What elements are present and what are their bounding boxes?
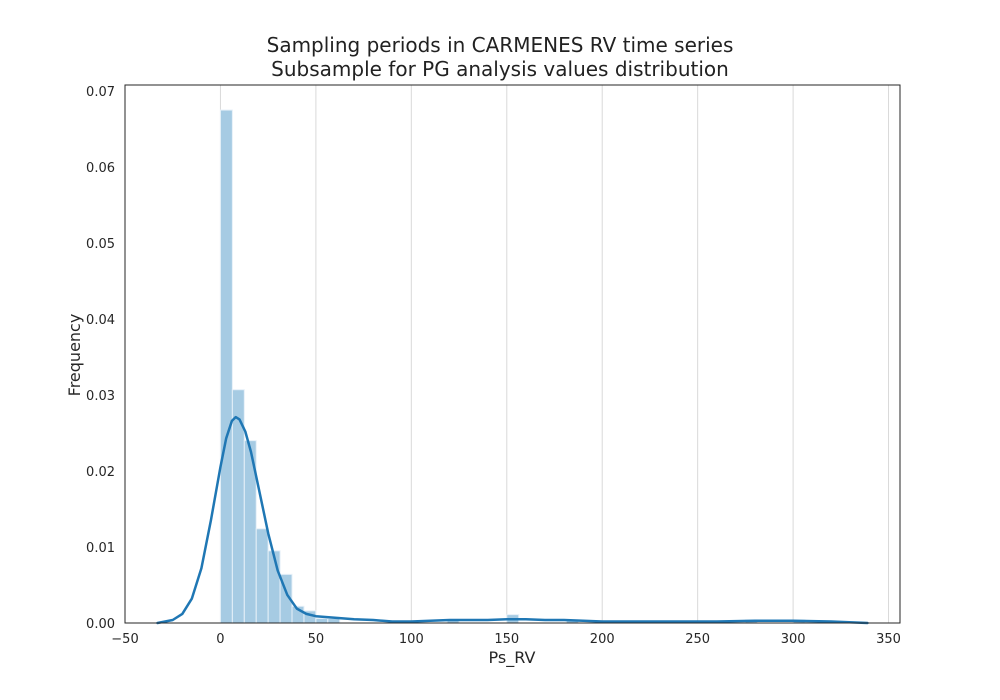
plot-frame — [124, 84, 901, 624]
y-tick-label: 0.02 — [86, 465, 115, 480]
x-tick-label: 0 — [216, 632, 224, 647]
histogram-bars — [219, 109, 806, 624]
histogram-bar — [255, 528, 269, 624]
chart-subtitle: Subsample for PG analysis values distrib… — [271, 57, 729, 81]
y-tick-label: 0.05 — [86, 237, 115, 252]
x-tick-label: 50 — [308, 632, 325, 647]
grid-lines — [219, 85, 890, 623]
x-tick-label: −50 — [111, 632, 138, 647]
kde-line — [156, 415, 869, 625]
x-tick-label: 350 — [876, 632, 901, 647]
y-tick-label: 0.06 — [86, 161, 115, 176]
y-tick-label: 0.07 — [86, 85, 115, 100]
y-axis-label: Frequency — [65, 314, 84, 397]
histogram-bar — [315, 617, 329, 624]
x-tick-label: 250 — [685, 632, 710, 647]
chart-title: Sampling periods in CARMENES RV time ser… — [266, 33, 734, 57]
kde-curve-group — [156, 415, 869, 625]
x-tick-label: 300 — [781, 632, 806, 647]
histogram-bar — [219, 109, 233, 624]
y-tick-label: 0.03 — [86, 389, 115, 404]
y-tick-label: 0.04 — [86, 313, 115, 328]
x-axis-label: Ps_RV — [489, 648, 536, 668]
y-axis-ticks: 0.00 0.01 0.02 0.03 0.04 0.05 0.06 0.07 — [86, 85, 115, 632]
x-axis-ticks: −50 0 50 100 150 200 250 300 350 — [111, 632, 901, 647]
x-tick-label: 200 — [590, 632, 615, 647]
x-tick-label: 100 — [399, 632, 424, 647]
y-tick-label: 0.00 — [86, 617, 115, 632]
y-tick-label: 0.01 — [86, 541, 115, 556]
x-tick-label: 150 — [494, 632, 519, 647]
